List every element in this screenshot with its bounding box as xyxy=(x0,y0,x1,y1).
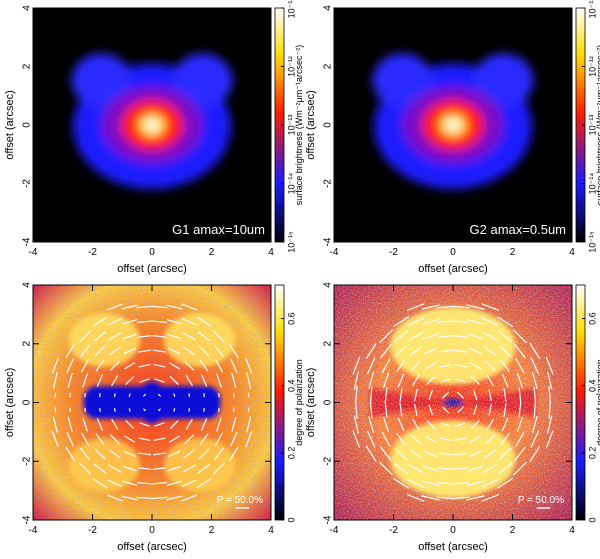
x-axis-label: offset (arcsec) xyxy=(117,541,187,553)
y-tick-label: 0 xyxy=(323,122,334,128)
x-tick-label: 2 xyxy=(510,247,516,258)
x-tick-label: -2 xyxy=(88,247,97,258)
image-area xyxy=(33,285,271,520)
colorbar-tick-label: 10⁻¹⁴ xyxy=(587,173,597,195)
y-tick-label: 0 xyxy=(323,399,334,405)
y-axis-label: offset (arcsec) xyxy=(305,90,317,160)
panel-2: G2 amax=0.5um -4 -2 0 2 4 -4 -2 0 2 4 offset (arcse… xyxy=(305,0,600,275)
panel-1: G1 amax=10um -4 -2 0 2 4 -4 -2 0 2 4 offset (arcsec… xyxy=(4,0,304,275)
x-tick-label: -4 xyxy=(330,247,339,258)
x-tick-label: -2 xyxy=(389,525,398,536)
colorbar-tick-label: 0.6 xyxy=(587,312,597,325)
x-tick-label: 0 xyxy=(450,247,456,258)
colorbar-tick-label: 10⁻¹³ xyxy=(286,115,296,136)
x-axis-label: offset (arcsec) xyxy=(418,541,488,553)
x-tick-label: 2 xyxy=(510,525,516,536)
colorbar-tick-label: 10⁻¹⁴ xyxy=(286,173,296,195)
y-tick-label: -2 xyxy=(323,456,334,465)
model-label: G2 amax=0.5um xyxy=(470,222,566,237)
colorbar-tick-label: 10⁻¹² xyxy=(286,56,296,77)
colorbar-tick-label: 0.6 xyxy=(286,312,296,325)
image-area xyxy=(334,8,572,242)
colorbar-label: degree of polarization xyxy=(595,359,600,446)
y-axis-label: offset (arcsec) xyxy=(4,90,16,160)
colorbar-tick-label: 0.2 xyxy=(286,447,296,460)
y-tick-label: -4 xyxy=(22,237,33,246)
x-axis-label: offset (arcsec) xyxy=(117,263,187,275)
colorbar-tick-label: 10⁻¹⁵ xyxy=(587,231,597,253)
x-tick-label: 2 xyxy=(209,525,215,536)
y-tick-label: -2 xyxy=(22,179,33,188)
vector-scale-label: P = 50.0% xyxy=(518,495,564,506)
x-tick-label: 0 xyxy=(149,247,155,258)
colorbar-tick-label: 10⁻¹¹ xyxy=(587,0,597,18)
y-tick-label: 0 xyxy=(22,122,33,128)
colorbar-tick-label: 0.4 xyxy=(587,379,597,392)
y-tick-label: 4 xyxy=(323,282,334,288)
polarization-vectors xyxy=(352,303,554,502)
y-tick-label: 2 xyxy=(22,341,33,347)
y-axis-label: offset (arcsec) xyxy=(4,368,16,438)
model-label: G1 amax=10um xyxy=(172,222,265,237)
x-tick-label: -2 xyxy=(389,247,398,258)
colorbar-label: degree of polarization xyxy=(294,359,304,446)
vector-scale-label: P = 50.0% xyxy=(217,495,263,506)
x-tick-label: -4 xyxy=(29,247,38,258)
panel-4: P = 50.0% -4 -2 0 2 4 -4 -2 0 2 4 offset (arcsec) of… xyxy=(305,282,600,553)
colorbar-tick-label: 10⁻¹¹ xyxy=(286,0,296,18)
colorbar-tick-label: 10⁻¹² xyxy=(587,56,597,77)
y-tick-label: 2 xyxy=(323,341,334,347)
x-tick-label: 4 xyxy=(569,525,575,536)
y-tick-label: 2 xyxy=(22,63,33,69)
panel-3: P = 50.0% -4 -2 0 2 4 -4 -2 0 2 4 offset (arcsec) of… xyxy=(4,282,304,553)
x-tick-label: 0 xyxy=(450,525,456,536)
y-tick-label: -2 xyxy=(22,456,33,465)
y-tick-label: -4 xyxy=(22,515,33,524)
y-tick-label: -2 xyxy=(323,179,334,188)
x-axis-label: offset (arcsec) xyxy=(418,263,488,275)
y-axis-label: offset (arcsec) xyxy=(305,368,317,438)
x-tick-label: 4 xyxy=(268,525,274,536)
colorbar-tick-label: 10⁻¹⁵ xyxy=(286,231,296,253)
colorbar-label: surface brightness (Wm⁻²μm⁻¹arcsec⁻²) xyxy=(595,45,600,205)
y-tick-label: 2 xyxy=(323,63,334,69)
colorbar-tick-label: 0 xyxy=(587,517,597,522)
y-tick-label: -4 xyxy=(323,515,334,524)
x-tick-label: -4 xyxy=(330,525,339,536)
y-tick-label: -4 xyxy=(323,237,334,246)
y-tick-label: 0 xyxy=(22,399,33,405)
x-tick-label: 2 xyxy=(209,247,215,258)
colorbar-tick-label: 0.4 xyxy=(286,379,296,392)
colorbar-label: surface brightness (Wm⁻²μm⁻¹arcsec⁻²) xyxy=(294,45,304,205)
x-tick-label: -2 xyxy=(88,525,97,536)
colorbar-tick-label: 0.2 xyxy=(587,447,597,460)
y-tick-label: 4 xyxy=(22,5,33,11)
colorbar xyxy=(274,284,285,521)
y-tick-label: 4 xyxy=(323,5,334,11)
image-area xyxy=(33,8,271,242)
polarization-vectors xyxy=(51,303,253,502)
image-area xyxy=(334,285,572,520)
colorbar-tick-label: 10⁻¹³ xyxy=(587,115,597,136)
x-tick-label: 4 xyxy=(569,247,575,258)
colorbar xyxy=(575,284,586,521)
colorbar-tick-label: 0 xyxy=(286,517,296,522)
y-tick-label: 4 xyxy=(22,282,33,288)
x-tick-label: -4 xyxy=(29,525,38,536)
x-tick-label: 4 xyxy=(268,247,274,258)
x-tick-label: 0 xyxy=(149,525,155,536)
